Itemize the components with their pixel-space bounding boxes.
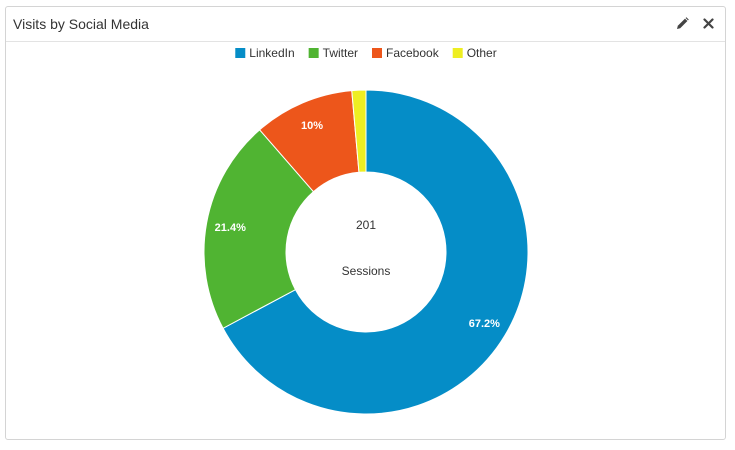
legend-label: LinkedIn [249, 46, 294, 60]
chart-widget: Visits by Social Media LinkedIn Twitter Fa… [5, 6, 726, 440]
legend-label: Other [467, 46, 497, 60]
data-label-twitter: 21.4% [215, 222, 246, 234]
legend-swatch [372, 48, 382, 58]
header-actions [675, 16, 715, 30]
legend-item-twitter[interactable]: Twitter [308, 46, 358, 60]
center-value: 201 [356, 218, 376, 232]
data-label-linkedin: 67.2% [469, 318, 500, 330]
slice-twitter[interactable] [203, 129, 315, 329]
legend-label: Twitter [323, 46, 358, 60]
edit-button[interactable] [675, 16, 689, 30]
slice-other[interactable] [351, 89, 367, 173]
chart-slices [203, 89, 529, 415]
legend-swatch [452, 48, 463, 58]
center-label: Sessions [342, 264, 391, 278]
chart-data-labels: 67.2% 21.4% 10% [215, 120, 500, 330]
close-button[interactable] [701, 16, 715, 30]
legend-item-linkedin[interactable]: LinkedIn [235, 46, 295, 60]
widget-header: Visits by Social Media [6, 7, 725, 42]
data-label-facebook: 10% [301, 120, 323, 132]
chart-legend: LinkedIn Twitter Facebook Other [235, 46, 497, 60]
legend-item-facebook[interactable]: Facebook [372, 46, 440, 60]
pencil-icon [676, 16, 689, 29]
legend-label: Facebook [386, 46, 440, 60]
legend-swatch [308, 48, 319, 58]
slice-linkedin[interactable] [222, 89, 529, 415]
legend-item-other[interactable]: Other [452, 46, 497, 60]
donut-chart: LinkedIn Twitter Facebook Other 67.2% 21.4% 1… [203, 46, 529, 415]
legend-swatch [235, 48, 246, 58]
close-icon [702, 17, 714, 29]
widget-title: Visits by Social Media [13, 16, 149, 32]
